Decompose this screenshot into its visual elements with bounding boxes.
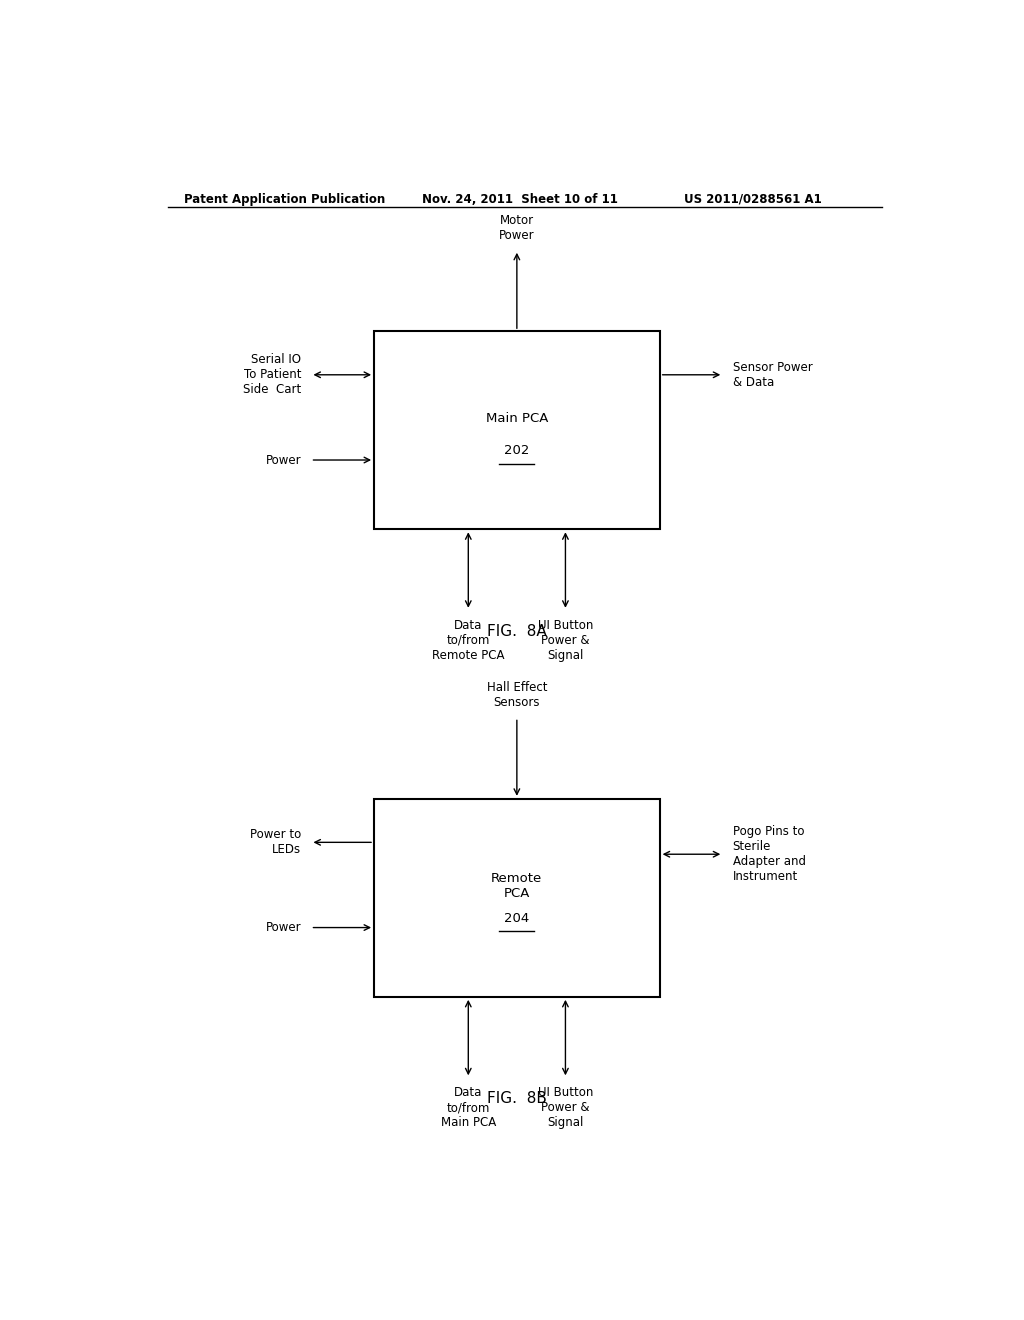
Text: US 2011/0288561 A1: US 2011/0288561 A1	[684, 193, 821, 206]
Text: Power: Power	[265, 921, 301, 935]
Text: FIG.  8B: FIG. 8B	[487, 1092, 547, 1106]
Text: Motor
Power: Motor Power	[499, 214, 535, 242]
Text: 204: 204	[504, 912, 529, 924]
Text: Patent Application Publication: Patent Application Publication	[183, 193, 385, 206]
Text: FIG.  8A: FIG. 8A	[487, 623, 547, 639]
Text: UI Button
Power &
Signal: UI Button Power & Signal	[538, 1086, 593, 1130]
Text: Nov. 24, 2011  Sheet 10 of 11: Nov. 24, 2011 Sheet 10 of 11	[422, 193, 617, 206]
Text: 202: 202	[504, 444, 529, 457]
Text: Serial IO
To Patient
Side  Cart: Serial IO To Patient Side Cart	[243, 354, 301, 396]
Text: Pogo Pins to
Sterile
Adapter and
Instrument: Pogo Pins to Sterile Adapter and Instrum…	[733, 825, 806, 883]
Text: Data
to/from
Main PCA: Data to/from Main PCA	[440, 1086, 496, 1130]
Text: Hall Effect
Sensors: Hall Effect Sensors	[486, 681, 547, 709]
Text: Power to
LEDs: Power to LEDs	[250, 829, 301, 857]
Text: Sensor Power
& Data: Sensor Power & Data	[733, 360, 812, 389]
Text: Remote
PCA: Remote PCA	[492, 871, 543, 900]
Text: Power: Power	[265, 454, 301, 466]
Text: UI Button
Power &
Signal: UI Button Power & Signal	[538, 619, 593, 661]
Text: Main PCA: Main PCA	[485, 412, 548, 425]
Text: Data
to/from
Remote PCA: Data to/from Remote PCA	[432, 619, 505, 661]
Bar	[374, 799, 659, 997]
Bar	[374, 331, 659, 529]
